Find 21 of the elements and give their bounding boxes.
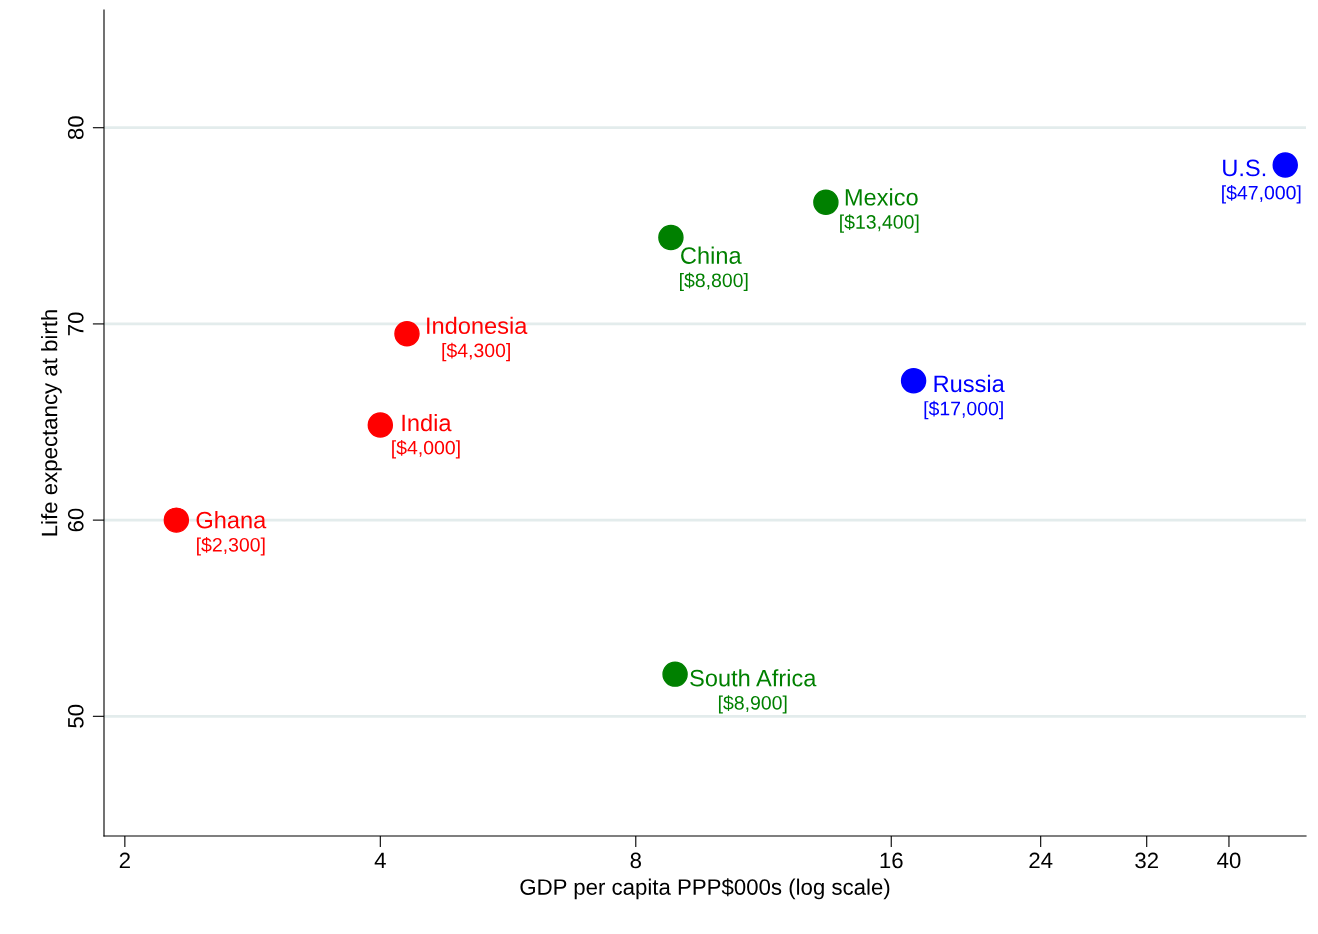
annotation: China [$8,800] <box>680 246 748 292</box>
annotation: Mexico [$13,400] <box>840 188 919 233</box>
y-tick-label: 80 <box>67 116 84 140</box>
annotation: Indonesia [$4,300] <box>427 316 528 362</box>
y-tick-label: 60 <box>67 508 84 532</box>
y-tick-label: 50 <box>67 704 84 728</box>
x-tick-label: 8 <box>630 852 641 869</box>
x-tick-label: 24 <box>1029 852 1053 869</box>
x-axis-title: GDP per capita PPP$000s (log scale) <box>520 878 890 900</box>
x-tick-label: 16 <box>880 852 903 869</box>
x-tick-label: 32 <box>1135 852 1158 869</box>
annotation: U.S. [$47,000] <box>1222 159 1301 204</box>
annotation: Russia [$17,000] <box>924 374 1005 420</box>
y-tick-label: 70 <box>67 312 84 336</box>
x-tick-label: 4 <box>374 852 386 869</box>
x-tick-label: 40 <box>1217 852 1241 869</box>
annotation: India [$4,000] <box>392 413 460 459</box>
annotation: Ghana [$2,300] <box>196 511 267 556</box>
y-axis-title: Life expectancy at birth <box>41 310 62 536</box>
x-tick-label: 2 <box>119 852 130 869</box>
annotation: South Africa [$8,900] <box>690 669 817 714</box>
